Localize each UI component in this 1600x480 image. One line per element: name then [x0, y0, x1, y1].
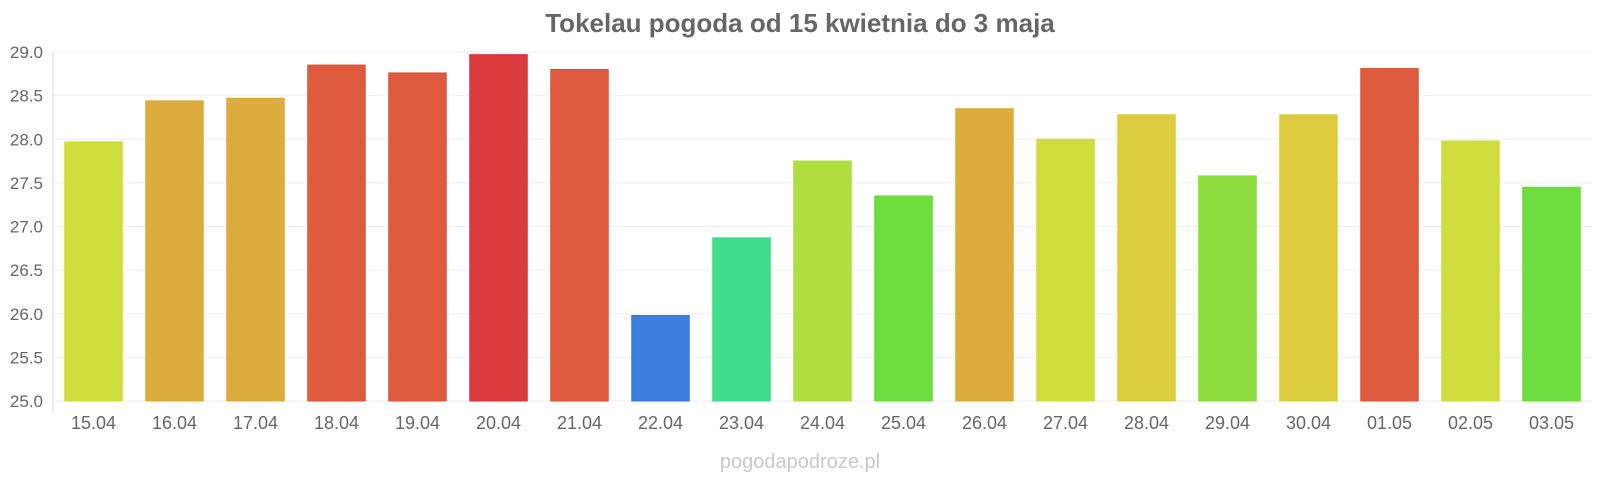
x-tick-label: 26.04 [962, 413, 1007, 433]
y-tick-label: 26.5 [10, 261, 43, 280]
bar-18.04[interactable] [307, 64, 366, 402]
x-tick-label: 25.04 [881, 413, 926, 433]
bar-03.05[interactable] [1522, 186, 1581, 402]
y-tick-label: 27.5 [10, 174, 43, 193]
chart-title: Tokelau pogoda od 15 kwietnia do 3 maja [545, 8, 1055, 38]
bars [64, 54, 1581, 402]
y-tick-label: 28.0 [10, 130, 43, 149]
bar-16.04[interactable] [145, 100, 204, 402]
source-watermark: pogodapodroze.pl [720, 451, 880, 473]
x-tick-label: 03.05 [1529, 413, 1574, 433]
bar-22.04[interactable] [631, 314, 690, 402]
y-tick-label: 27.0 [10, 218, 43, 237]
bar-02.05[interactable] [1441, 140, 1500, 402]
y-tick-label: 26.0 [10, 305, 43, 324]
bar-28.04[interactable] [1117, 114, 1176, 402]
bar-23.04[interactable] [712, 237, 771, 402]
bar-17.04[interactable] [226, 97, 285, 402]
x-tick-label: 24.04 [800, 413, 845, 433]
x-tick-label: 19.04 [395, 413, 440, 433]
x-tick-label: 28.04 [1124, 413, 1169, 433]
x-tick-label: 02.05 [1448, 413, 1493, 433]
x-tick-label: 21.04 [557, 413, 602, 433]
bar-24.04[interactable] [793, 160, 852, 402]
bar-30.04[interactable] [1279, 114, 1338, 402]
x-axis-ticks: 15.04 16.04 17.04 18.04 19.04 20.04 21.04 22.04… [71, 413, 1574, 433]
x-tick-label: 29.04 [1205, 413, 1250, 433]
bar-15.04[interactable] [64, 141, 123, 402]
bar-25.04[interactable] [874, 195, 933, 402]
x-tick-label: 22.04 [638, 413, 683, 433]
bar-19.04[interactable] [388, 72, 447, 402]
bar-20.04[interactable] [469, 54, 528, 402]
bar-27.04[interactable] [1036, 138, 1095, 402]
x-tick-label: 01.05 [1367, 413, 1412, 433]
y-tick-label: 29.0 [10, 43, 43, 62]
y-axis-ticks: 25.0 25.5 26.0 26.5 27.0 27.5 28.0 28.5 29.0 [10, 43, 43, 411]
x-tick-label: 18.04 [314, 413, 359, 433]
x-tick-label: 15.04 [71, 413, 116, 433]
bar-01.05[interactable] [1360, 68, 1419, 402]
bar-29.04[interactable] [1198, 175, 1257, 402]
y-tick-label: 25.0 [10, 392, 43, 411]
x-tick-label: 16.04 [152, 413, 197, 433]
x-tick-label: 17.04 [233, 413, 278, 433]
x-tick-label: 27.04 [1043, 413, 1088, 433]
x-tick-label: 30.04 [1286, 413, 1331, 433]
bar-26.04[interactable] [955, 108, 1014, 402]
x-tick-label: 23.04 [719, 413, 764, 433]
y-tick-label: 25.5 [10, 348, 43, 367]
bar-21.04[interactable] [550, 68, 609, 402]
x-tick-label: 20.04 [476, 413, 521, 433]
y-tick-label: 28.5 [10, 87, 43, 106]
